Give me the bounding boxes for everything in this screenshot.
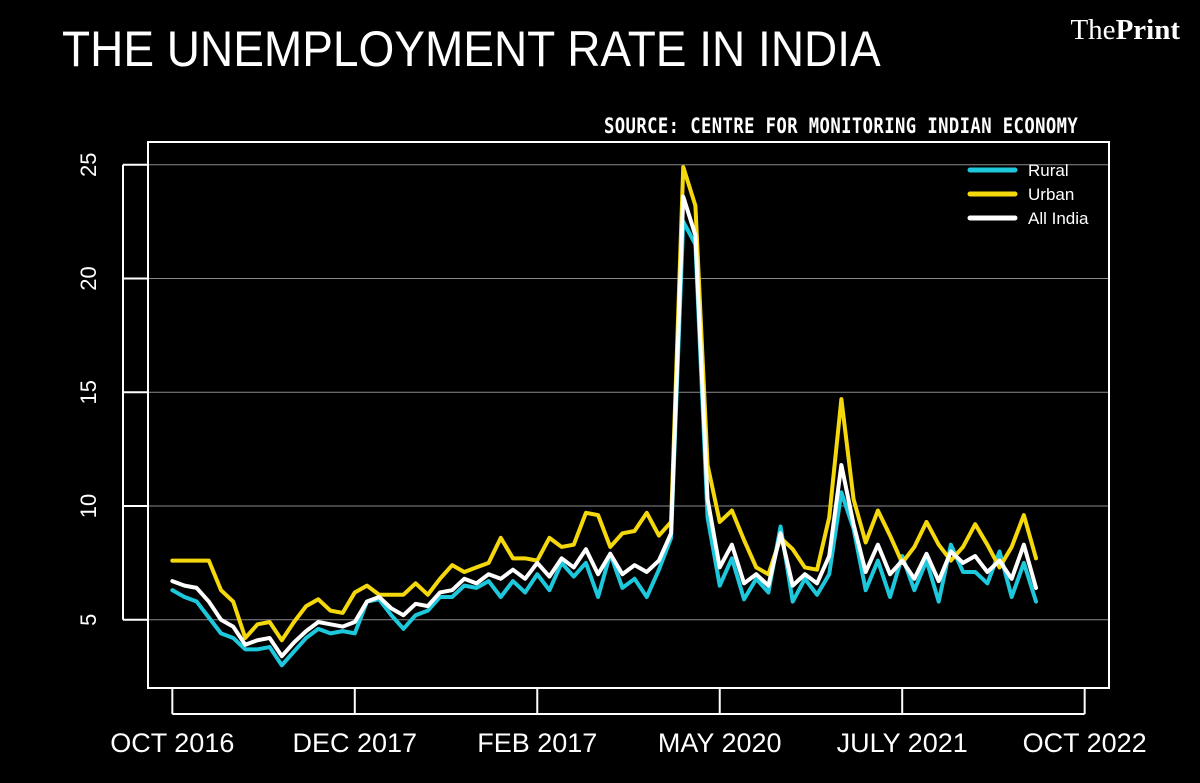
legend-label-urban: Urban: [1028, 185, 1074, 204]
xtick-label-3: MAY 2020: [658, 728, 782, 758]
ytick-label-10: 10: [76, 494, 101, 518]
source-note: SOURCE: CENTRE FOR MONITORING INDIAN ECO…: [604, 114, 1079, 138]
xtick-label-5: OCT 2022: [1023, 728, 1147, 758]
grid-lines: [148, 164, 1109, 621]
series-lines: [170, 165, 1039, 668]
xtick-label-1: DEC 2017: [293, 728, 418, 758]
chart-title: THE UNEMPLOYMENT RATE IN INDIA: [62, 21, 881, 77]
xtick-label-2: FEB 2017: [477, 728, 597, 758]
series-line-urban: [170, 165, 1039, 643]
legend-label-rural: Rural: [1028, 161, 1069, 180]
series-line-rural: [170, 219, 1039, 668]
ytick-label-25: 25: [76, 153, 101, 177]
xtick-label-0: OCT 2016: [110, 728, 234, 758]
brand-logo: ThePrint: [1070, 14, 1180, 47]
ytick-label-5: 5: [76, 614, 101, 626]
legend-label-all-india: All India: [1028, 209, 1089, 228]
ytick-label-20: 20: [76, 266, 101, 290]
xtick-label-4: JULY 2021: [837, 728, 968, 758]
plot-frame: [147, 141, 1110, 689]
legend: Rural Urban All India: [967, 161, 1089, 228]
brand-the: The: [1070, 14, 1116, 46]
ytick-label-15: 15: [76, 380, 101, 404]
axes: 5 10 15 20 25 OCT 2016 DEC 2017 FEB 2017 MAY 202…: [76, 141, 1147, 758]
series-line-all-india: [170, 194, 1039, 659]
brand-print: Print: [1115, 14, 1180, 46]
